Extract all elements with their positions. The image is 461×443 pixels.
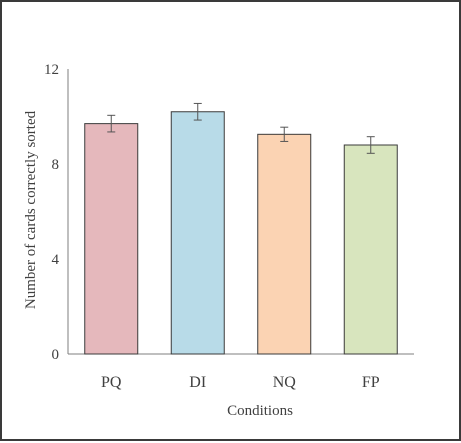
y-tick-label: 8 — [52, 157, 60, 173]
x-category-label: NQ — [273, 374, 297, 391]
bar-pq — [84, 123, 139, 355]
x-category-labels: PQ DI NQ FP — [101, 374, 380, 391]
bar-di — [170, 111, 225, 355]
bars — [84, 111, 398, 355]
y-tick-label: 0 — [52, 347, 60, 363]
y-tick-labels: 0 4 8 12 — [44, 62, 60, 363]
y-axis-title: Number of cards correctly sorted — [23, 110, 39, 309]
x-axis-title: Conditions — [227, 403, 293, 419]
y-tick-label: 4 — [52, 252, 60, 268]
y-tick-label: 12 — [44, 62, 59, 78]
bar-nq — [257, 133, 312, 355]
error-bars — [107, 102, 375, 154]
x-category-label: DI — [189, 374, 206, 391]
x-category-label: PQ — [101, 374, 122, 391]
x-category-label: FP — [362, 374, 380, 391]
bar-fp — [343, 144, 398, 355]
